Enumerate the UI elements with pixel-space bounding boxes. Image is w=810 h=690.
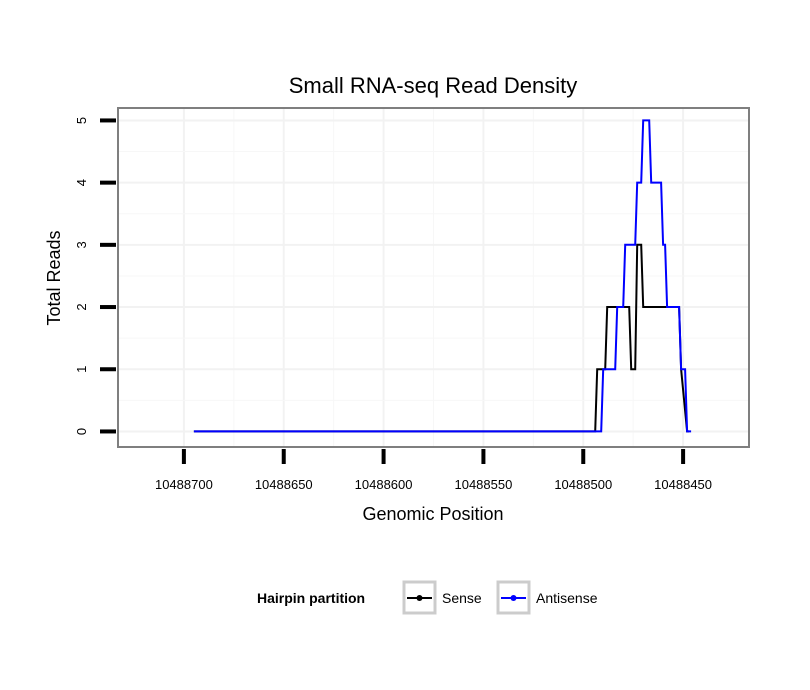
y-axis-label: Total Reads (44, 230, 64, 325)
x-axis: 10488700 10488650 10488600 10488550 10488500… (155, 449, 712, 492)
legend-key-point (510, 595, 517, 601)
x-axis-label: Genomic Position (362, 504, 503, 524)
legend-key-point (416, 595, 423, 601)
x-tick-label: 10488550 (454, 477, 512, 492)
y-tick-label: 5 (74, 117, 89, 124)
legend-label-antisense: Antisense (536, 590, 598, 606)
chart-title: Small RNA-seq Read Density (289, 73, 578, 98)
y-tick-label: 1 (74, 366, 89, 373)
legend-item-antisense: Antisense (496, 580, 598, 615)
y-tick-label: 0 (74, 428, 89, 435)
series-lines (193, 119, 692, 433)
x-tick-label: 10488600 (355, 477, 413, 492)
plot-area (117, 107, 750, 448)
y-tick-label: 2 (74, 303, 89, 310)
y-axis: 0 1 2 3 4 5 (74, 117, 116, 435)
x-tick-label: 10488450 (654, 477, 712, 492)
legend-title: Hairpin partition (257, 590, 365, 606)
y-tick-label: 4 (74, 179, 89, 186)
legend-item-sense: Sense (402, 580, 482, 615)
legend-label-sense: Sense (442, 590, 482, 606)
series-line-antisense (193, 119, 692, 433)
plot-border (117, 107, 750, 448)
y-tick-label: 3 (74, 241, 89, 248)
legend: Hairpin partition Sense Antisense (257, 580, 598, 615)
x-tick-label: 10488500 (554, 477, 612, 492)
x-tick-label: 10488650 (255, 477, 313, 492)
x-tick-label: 10488700 (155, 477, 213, 492)
